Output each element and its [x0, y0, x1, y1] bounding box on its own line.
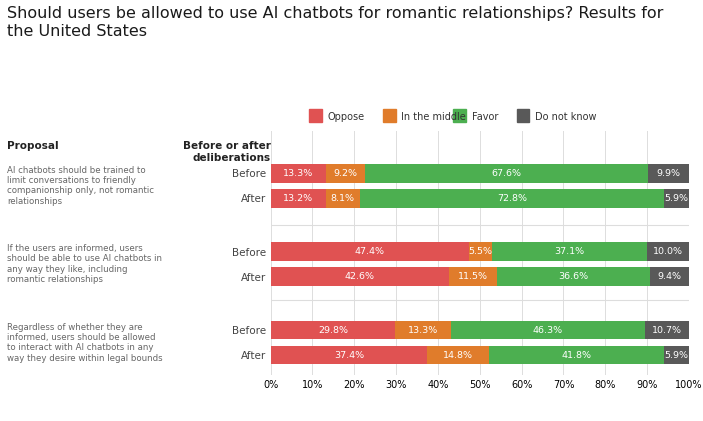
- Text: 72.8%: 72.8%: [497, 194, 527, 203]
- Text: 37.4%: 37.4%: [334, 351, 364, 360]
- Text: 9.4%: 9.4%: [658, 272, 682, 281]
- Bar: [650, 267, 690, 286]
- Bar: [360, 189, 664, 208]
- Text: Proposal: Proposal: [7, 141, 58, 151]
- Bar: [326, 189, 360, 208]
- Bar: [647, 164, 689, 183]
- Text: If the users are informed, users
should be able to use AI chatbots in
any way th: If the users are informed, users should …: [7, 244, 162, 284]
- Text: 37.1%: 37.1%: [555, 247, 585, 256]
- Text: 10.0%: 10.0%: [653, 247, 683, 256]
- Bar: [664, 189, 689, 208]
- Text: 47.4%: 47.4%: [355, 247, 385, 256]
- Bar: [271, 346, 427, 364]
- Bar: [427, 346, 489, 364]
- Text: 42.6%: 42.6%: [344, 272, 375, 281]
- Bar: [489, 346, 664, 364]
- Text: Favor: Favor: [472, 112, 498, 122]
- Bar: [271, 267, 449, 286]
- Text: 5.9%: 5.9%: [664, 351, 688, 360]
- Text: Should users be allowed to use AI chatbots for romantic relationships? Results f: Should users be allowed to use AI chatbo…: [7, 6, 664, 39]
- Text: 9.2%: 9.2%: [333, 169, 358, 178]
- Text: 13.3%: 13.3%: [283, 169, 314, 178]
- Bar: [271, 164, 326, 183]
- Text: AI chatbots should be trained to
limit conversations to friendly
companionship o: AI chatbots should be trained to limit c…: [7, 165, 154, 206]
- Text: Before or after
deliberations: Before or after deliberations: [183, 141, 271, 163]
- Text: Oppose: Oppose: [328, 112, 365, 122]
- Text: Do not know: Do not know: [535, 112, 596, 122]
- Text: 8.1%: 8.1%: [331, 194, 355, 203]
- Bar: [647, 242, 689, 261]
- Text: 41.8%: 41.8%: [562, 351, 591, 360]
- Text: 36.6%: 36.6%: [558, 272, 588, 281]
- Text: 13.3%: 13.3%: [408, 325, 438, 335]
- Text: 10.7%: 10.7%: [652, 325, 682, 335]
- Text: In the middle: In the middle: [401, 112, 466, 122]
- Text: 13.2%: 13.2%: [283, 194, 314, 203]
- Bar: [271, 242, 469, 261]
- Bar: [469, 242, 492, 261]
- Text: 29.8%: 29.8%: [318, 325, 348, 335]
- Bar: [497, 267, 650, 286]
- Text: 11.5%: 11.5%: [458, 272, 488, 281]
- Text: 5.9%: 5.9%: [664, 194, 689, 203]
- Text: 46.3%: 46.3%: [533, 325, 563, 335]
- Text: Regardless of whether they are
informed, users should be allowed
to interact wit: Regardless of whether they are informed,…: [7, 322, 162, 363]
- Bar: [645, 321, 690, 339]
- Bar: [326, 164, 365, 183]
- Bar: [451, 321, 645, 339]
- Bar: [395, 321, 451, 339]
- Bar: [365, 164, 647, 183]
- Bar: [271, 321, 395, 339]
- Bar: [271, 189, 326, 208]
- Bar: [664, 346, 688, 364]
- Text: 5.5%: 5.5%: [468, 247, 492, 256]
- Bar: [492, 242, 647, 261]
- Text: 67.6%: 67.6%: [491, 169, 521, 178]
- Text: 14.8%: 14.8%: [443, 351, 473, 360]
- Bar: [449, 267, 497, 286]
- Text: 9.9%: 9.9%: [656, 169, 681, 178]
